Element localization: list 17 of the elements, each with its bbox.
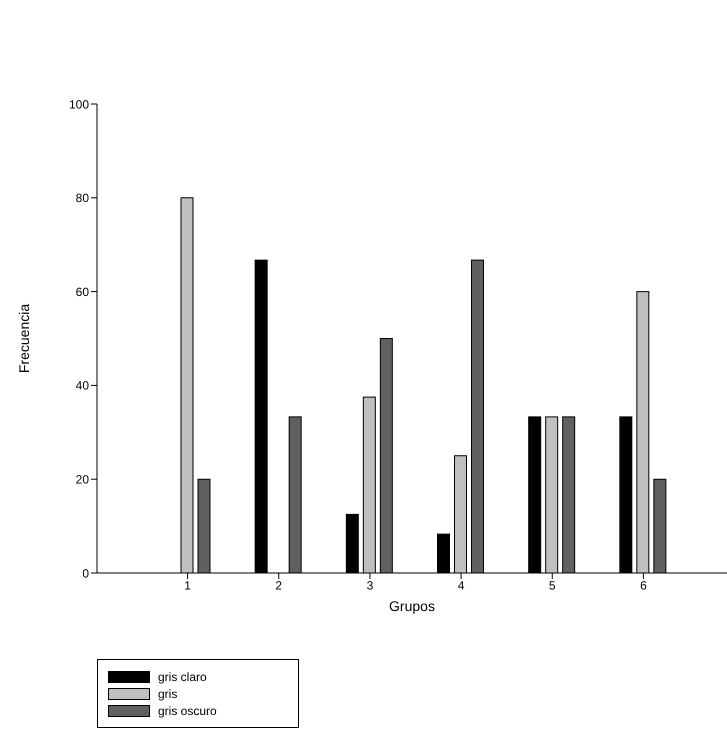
y-tick-label: 60 (76, 284, 90, 299)
x-tick-label: 2 (275, 578, 282, 593)
x-tick-label: 1 (184, 578, 192, 593)
y-axis-title: Frecuencia (16, 304, 32, 374)
x-tick-label: 3 (366, 578, 374, 593)
y-tick-label: 80 (76, 191, 90, 206)
y-tick-label: 20 (76, 472, 90, 486)
legend-label: gris oscuro (158, 704, 217, 718)
y-tick-label: 40 (76, 378, 90, 393)
legend-label: gris claro (158, 670, 207, 684)
legend-label: gris (158, 686, 178, 700)
y-tick-label: 100 (68, 97, 90, 112)
y-tick-label: 0 (82, 566, 90, 580)
x-tick-label: 4 (458, 578, 465, 593)
x-tick-label: 5 (548, 578, 556, 593)
x-tick-label: 6 (640, 578, 648, 593)
x-axis-title: Grupos (389, 598, 435, 614)
